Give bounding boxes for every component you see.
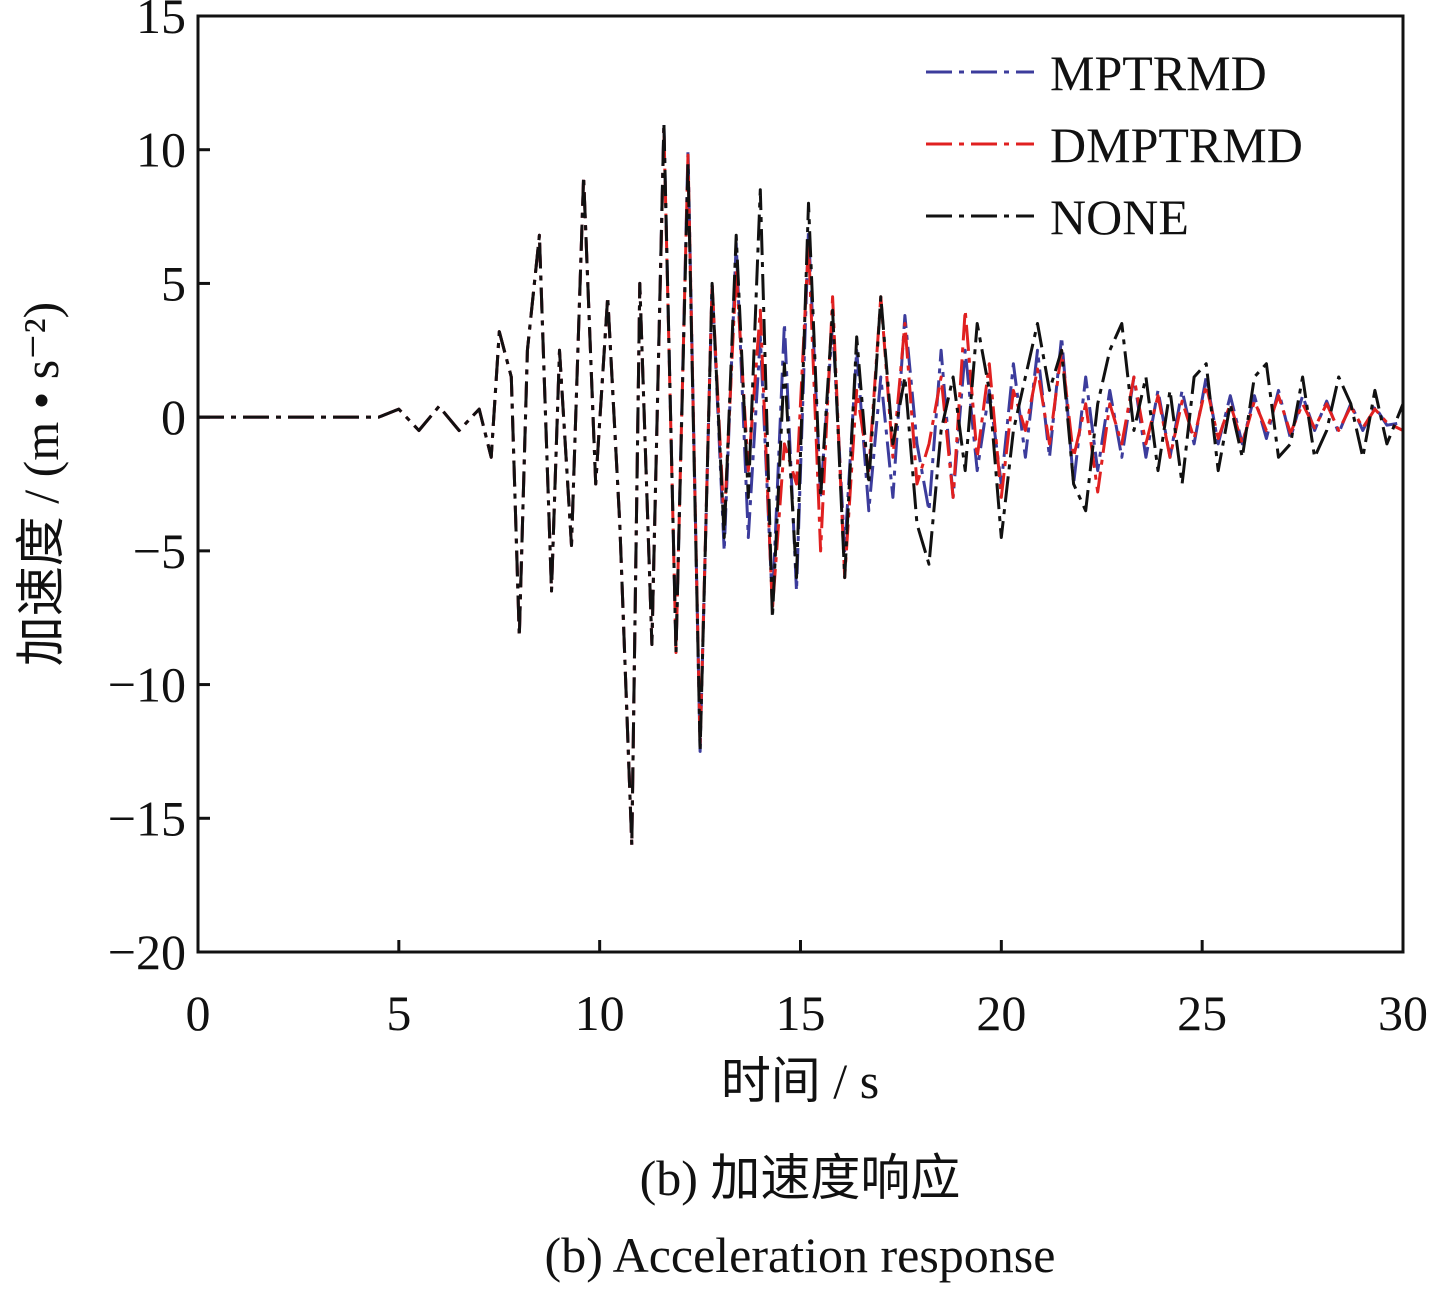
x-tick-label: 5 — [386, 985, 411, 1041]
y-tick-label: 10 — [136, 122, 186, 178]
legend-label: DMPTRMD — [1050, 117, 1303, 173]
x-tick-label: 20 — [976, 985, 1026, 1041]
x-axis-title: 时间 / s — [721, 1053, 879, 1109]
legend-item-none: NONE — [926, 189, 1189, 245]
caption-en: (b) Acceleration response — [545, 1227, 1056, 1283]
legend: MPTRMD DMPTRMD NONE — [926, 45, 1303, 245]
caption-zh: (b) 加速度响应 — [640, 1150, 961, 1206]
y-tick-label: 0 — [161, 389, 186, 445]
x-tick-label: 0 — [186, 985, 211, 1041]
series-layer — [198, 121, 1405, 847]
y-tick-label: 5 — [161, 255, 186, 311]
legend-item-mptrmd: MPTRMD — [926, 45, 1267, 101]
y-axis-title: 加速度 / (m • s⁻²) — [13, 302, 69, 666]
legend-label: MPTRMD — [1050, 45, 1267, 101]
y-tick-label: 15 — [136, 0, 186, 44]
series-line-none — [198, 121, 1405, 847]
x-tick-label: 25 — [1177, 985, 1227, 1041]
legend-label: NONE — [1050, 189, 1189, 245]
x-tick-label: 30 — [1378, 985, 1428, 1041]
x-tick-label: 10 — [575, 985, 625, 1041]
y-tick-label: −20 — [108, 924, 186, 980]
y-tick-label: −5 — [133, 523, 186, 579]
x-tick-label: 15 — [776, 985, 826, 1041]
y-tick-label: −10 — [108, 657, 186, 713]
y-tick-label: −15 — [108, 790, 186, 846]
ticks-layer: 0 5 10 15 20 25 30 15 10 5 0 −5 −10 −15 −20 — [108, 0, 1428, 1041]
legend-item-dmptrmd: DMPTRMD — [926, 117, 1303, 173]
